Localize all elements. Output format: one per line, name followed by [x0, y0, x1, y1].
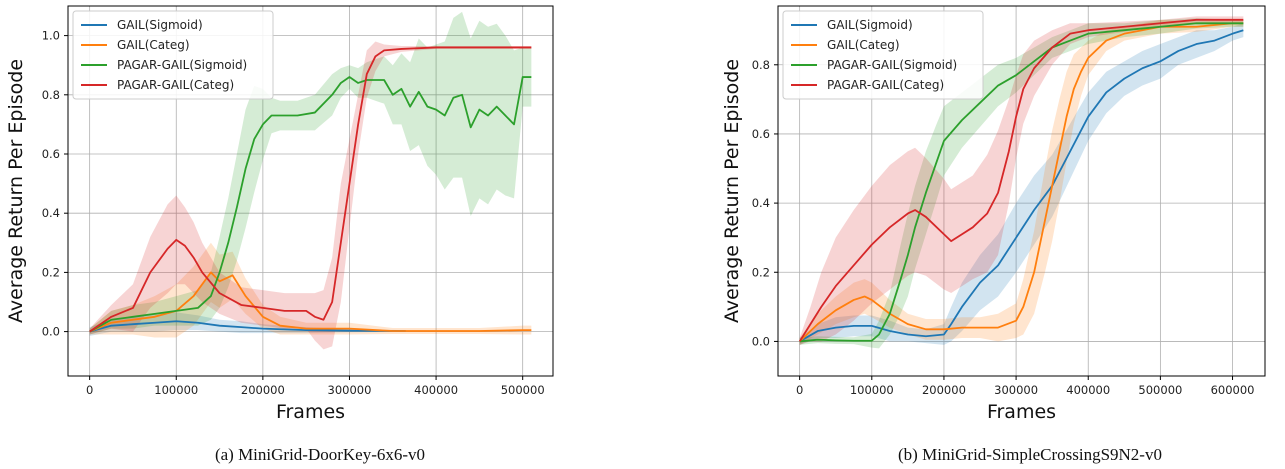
x-tick-label: 400000: [414, 383, 458, 397]
axes-frame: [777, 5, 1266, 377]
y-tick-label: 0.2: [42, 265, 60, 279]
y-tick-label: 0.4: [42, 206, 60, 220]
x-tick-label: 300000: [328, 383, 372, 397]
series-band-4: [89, 41, 532, 350]
x-tick-label: 600000: [1211, 383, 1255, 397]
series-band-3: [799, 18, 1244, 349]
y-tick-label: 0.2: [752, 265, 770, 279]
plot-area: [798, 16, 1244, 349]
legend-label-1: GAIL(Sigmoid): [827, 18, 913, 32]
series-band-1: [799, 23, 1244, 345]
y-axis-label: Average Return Per Episode: [5, 59, 27, 323]
x-tick-label: 100000: [850, 383, 894, 397]
legend-label-3: PAGAR-GAIL(Sigmoid): [117, 58, 247, 72]
y-tick-label: 0.0: [752, 334, 770, 348]
series-line-3: [799, 22, 1244, 343]
legend-label-4: PAGAR-GAIL(Categ): [117, 78, 234, 92]
x-tick-label: 200000: [241, 383, 285, 397]
series-band-4: [799, 16, 1244, 345]
y-tick-label: 0.4: [752, 196, 770, 210]
series-line-4: [89, 46, 532, 333]
y-tick-label: 0.6: [42, 147, 60, 161]
legend: GAIL(Sigmoid) GAIL(Categ) PAGAR-GAIL(Sigmo…: [782, 10, 984, 100]
x-tick-label: 0: [86, 383, 93, 397]
chart-panel-b: 0 100000 200000 300000 400000 500000 600000 0.0…: [721, 5, 1266, 464]
y-tick-label: 0.6: [752, 127, 770, 141]
x-tick-label: 500000: [501, 383, 545, 397]
y-tick-label: 0.8: [752, 58, 770, 72]
x-tick-label: 300000: [994, 383, 1038, 397]
legend-label-4: PAGAR-GAIL(Categ): [827, 78, 944, 92]
y-tick-label: 0.0: [42, 325, 60, 339]
x-axis-label: Frames: [987, 401, 1056, 423]
series-line-2: [799, 22, 1244, 343]
figure-caption: (b) MiniGrid-SimpleCrossingS9N2-v0: [898, 445, 1162, 464]
x-axis-label: Frames: [276, 401, 345, 423]
legend-box: [72, 10, 274, 100]
series-line-3: [89, 76, 532, 333]
legend-label-1: GAIL(Sigmoid): [117, 18, 203, 32]
legend-box: [782, 10, 984, 100]
legend-label-2: GAIL(Categ): [827, 38, 900, 52]
y-tick-label: 0.8: [42, 88, 60, 102]
series-band-2: [89, 242, 532, 338]
x-tick-label: 400000: [1066, 383, 1110, 397]
chart-panel-a: 0 100000 200000 300000 400000 500000 0.0 0.2 0.4…: [5, 5, 554, 464]
y-axis-label: Average Return Per Episode: [721, 59, 743, 323]
series-line-1: [799, 29, 1244, 343]
legend-label-3: PAGAR-GAIL(Sigmoid): [827, 58, 957, 72]
figure-caption: (a) MiniGrid-DoorKey-6x6-v0: [215, 445, 425, 464]
series-band-3: [89, 11, 532, 335]
plot-area: [89, 11, 532, 350]
legend: GAIL(Sigmoid) GAIL(Categ) PAGAR-GAIL(Sigmo…: [72, 10, 274, 100]
series-band-2: [799, 19, 1244, 345]
x-tick-label: 100000: [154, 383, 198, 397]
series-line-2: [89, 271, 532, 333]
x-tick-label: 0: [796, 383, 803, 397]
series-line-1: [89, 320, 406, 333]
x-tick-label: 500000: [1138, 383, 1182, 397]
x-tick-label: 200000: [922, 383, 966, 397]
legend-label-2: GAIL(Categ): [117, 38, 190, 52]
y-tick-label: 1.0: [42, 29, 60, 43]
axes-frame: [67, 5, 554, 377]
series-line-4: [798, 18, 1244, 342]
